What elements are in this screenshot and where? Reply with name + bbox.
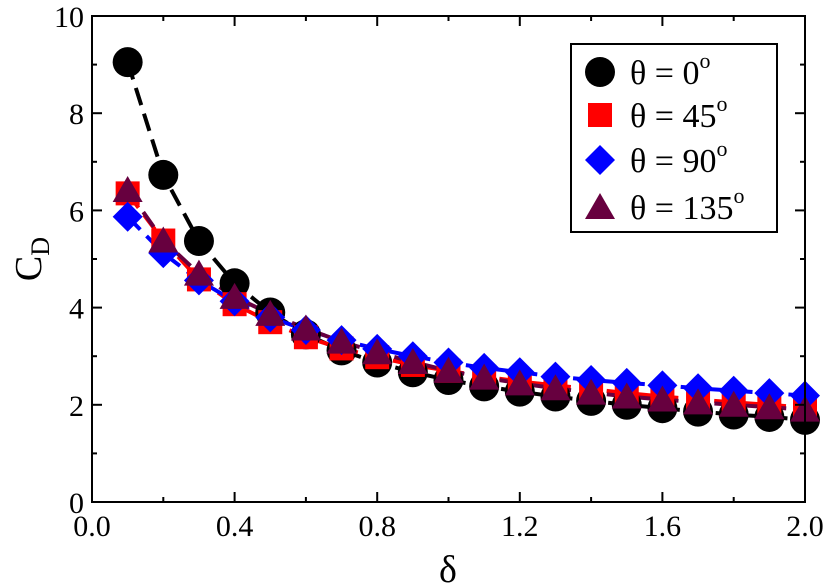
data-point-3 bbox=[112, 175, 143, 202]
data-point-3 bbox=[255, 299, 286, 326]
series-layer bbox=[112, 47, 820, 435]
legend-label-main: θ = 135 bbox=[630, 190, 733, 227]
legend-marker-3 bbox=[585, 193, 615, 219]
legend-marker-1 bbox=[588, 103, 612, 127]
data-point-3 bbox=[362, 338, 393, 365]
data-point-3 bbox=[683, 388, 714, 415]
data-point-2 bbox=[683, 373, 714, 404]
y-axis-title-main: C bbox=[8, 256, 50, 281]
legend-label-sup: o bbox=[716, 136, 727, 161]
data-point-3 bbox=[504, 369, 535, 396]
y-tick-label: 0 bbox=[69, 487, 84, 520]
y-tick-label: 8 bbox=[69, 98, 84, 131]
data-point-3 bbox=[219, 282, 250, 309]
data-point-3 bbox=[433, 356, 464, 383]
legend-label-3: θ = 135o bbox=[630, 183, 744, 227]
data-point-3 bbox=[647, 385, 678, 412]
legend-label-0: θ = 0o bbox=[630, 48, 710, 92]
data-point-2 bbox=[647, 370, 678, 401]
legend-marker-0 bbox=[585, 57, 615, 87]
data-point-3 bbox=[718, 390, 749, 417]
legend-label-1: θ = 45o bbox=[630, 91, 727, 135]
legend-label-sup: o bbox=[699, 48, 710, 73]
legend-label-sup: o bbox=[716, 91, 727, 116]
y-tick-label: 2 bbox=[69, 390, 84, 423]
y-tick-label: 10 bbox=[54, 1, 84, 34]
data-point-2 bbox=[718, 375, 749, 406]
data-point-3 bbox=[290, 314, 321, 341]
x-tick-label: 1.2 bbox=[501, 510, 539, 543]
data-point-3 bbox=[148, 226, 179, 253]
y-axis-title-sub: D bbox=[26, 237, 55, 256]
data-point-3 bbox=[540, 374, 571, 401]
x-tick-label: 0.8 bbox=[358, 510, 396, 543]
legend-label-2: θ = 90o bbox=[630, 136, 727, 180]
legend-label-main: θ = 0 bbox=[630, 55, 699, 92]
x-tick-label: 2.0 bbox=[786, 510, 824, 543]
data-point-3 bbox=[754, 393, 785, 420]
x-tick-label: 0.0 bbox=[73, 510, 111, 543]
data-point-3 bbox=[611, 382, 642, 409]
x-tick-label: 0.4 bbox=[216, 510, 254, 543]
data-point-3 bbox=[576, 378, 607, 405]
y-axis-title: CD bbox=[8, 237, 55, 281]
legend-marker-2 bbox=[585, 145, 615, 175]
legend-label-main: θ = 45 bbox=[630, 98, 716, 135]
x-axis-title: δ bbox=[439, 549, 457, 585]
data-point-3 bbox=[397, 348, 428, 375]
data-point-3 bbox=[326, 327, 357, 354]
data-point-3 bbox=[183, 259, 214, 286]
y-tick-label: 4 bbox=[69, 293, 84, 326]
y-tick-label: 6 bbox=[69, 195, 84, 228]
ticks-layer: 0.0 0.4 0.8 1.2 1.6 2.0 0 2 4 6 8 10 bbox=[54, 1, 824, 543]
data-point-2 bbox=[112, 201, 143, 232]
data-point-0 bbox=[112, 47, 143, 78]
x-tick-label: 1.6 bbox=[644, 510, 682, 543]
data-point-0 bbox=[148, 159, 179, 190]
data-point-2 bbox=[754, 378, 785, 409]
data-point-3 bbox=[469, 363, 500, 390]
legend-label-main: θ = 90 bbox=[630, 143, 716, 180]
legend-label-sup: o bbox=[733, 183, 744, 208]
data-point-0 bbox=[183, 226, 214, 257]
